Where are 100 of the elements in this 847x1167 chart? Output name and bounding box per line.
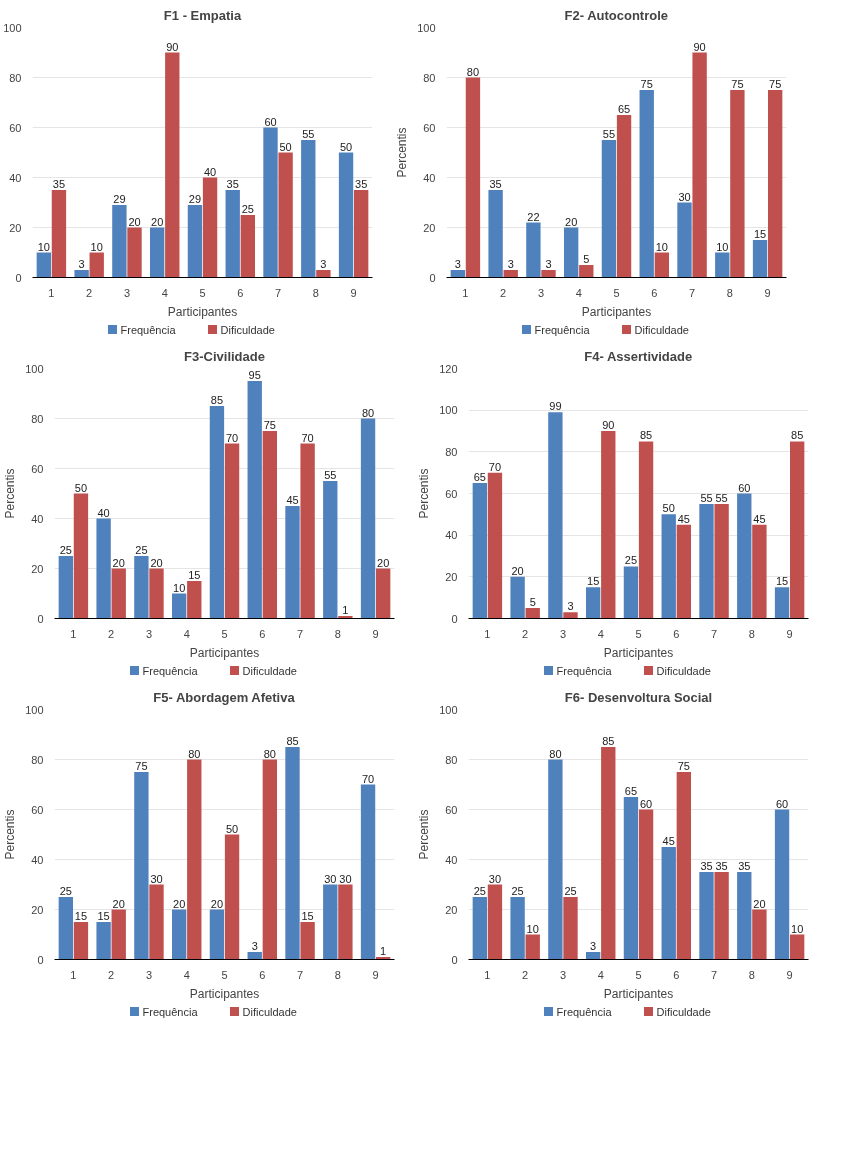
data-label: 75 [769,78,782,90]
bar [510,576,525,619]
data-label: 50 [339,140,353,153]
bar [487,884,503,960]
data-label: 55 [302,128,315,140]
data-label: 29 [113,193,126,205]
data-label: 50 [279,140,292,153]
bar [510,897,525,960]
y-tick-label: 20 [445,570,458,583]
data-label: 90 [166,40,179,53]
x-tick-label: 7 [711,627,718,640]
data-label: 10 [90,240,103,253]
bar [112,205,127,278]
data-label: 45 [753,512,766,525]
y-tick-label: 60 [423,121,436,134]
chart-title: F3-Civilidade [184,348,265,364]
bar [661,514,676,619]
legend-label: Frequência [556,664,613,677]
y-tick-label: 0 [429,271,436,284]
x-tick-label: 2 [108,627,115,640]
data-label: 15 [188,569,201,581]
bar [149,568,164,619]
data-label: 40 [97,506,110,519]
x-tick-label: 5 [221,627,228,640]
data-label: 20 [151,215,164,228]
data-label: 20 [150,556,163,569]
data-label: 75 [135,760,148,772]
x-tick-label: 6 [673,968,680,981]
data-label: 45 [677,512,690,525]
y-tick-label: 20 [423,221,436,234]
y-tick-label: 20 [31,903,44,916]
data-label: 15 [74,910,88,922]
data-label: 35 [700,860,713,872]
bar [187,205,203,278]
data-label: 3 [590,940,597,952]
data-label: 25 [564,885,577,897]
x-axis-title: Participantes [603,986,674,1001]
data-label: 75 [677,760,690,772]
data-label: 20 [753,897,766,910]
data-label: 10 [791,922,804,935]
x-tick-label: 8 [334,627,341,640]
bar [585,952,601,960]
bar [526,222,541,278]
bar [209,909,225,960]
x-tick-label: 7 [689,286,696,299]
data-label: 29 [188,193,202,205]
bar [676,524,692,619]
data-label: 20 [173,897,186,910]
bar [316,270,331,278]
bar [111,909,126,960]
bar [323,481,338,619]
y-tick-label: 40 [423,171,436,184]
data-label: 95 [248,369,261,381]
data-label: 45 [662,835,675,847]
data-label: 20 [128,215,141,228]
data-label: 3 [507,258,514,270]
y-axis-title: Percentis [395,127,410,178]
data-label: 85 [602,735,615,747]
bar [487,472,503,619]
data-label: 70 [301,431,314,444]
data-label: 25 [511,885,524,897]
x-tick-label: 9 [786,627,793,640]
chart-title: F6- Desenvoltura Social [564,689,713,705]
data-label: 10 [655,240,668,253]
data-label: 35 [52,178,66,190]
data-label: 20 [112,556,125,569]
data-label: 3 [454,258,461,270]
x-tick-label: 8 [748,627,755,640]
bar [639,90,654,278]
data-label: 20 [565,215,578,228]
x-tick-label: 1 [484,968,491,981]
bar [360,784,376,960]
data-label: 15 [587,575,600,588]
data-label: 3 [251,940,258,952]
x-tick-label: 3 [559,627,567,640]
bar [601,747,616,960]
data-label: 60 [738,481,751,494]
bar [767,90,783,278]
bar [699,872,714,960]
data-label: 5 [583,253,590,265]
bar [134,556,149,619]
data-label: 70 [361,772,375,785]
x-tick-label: 2 [500,286,507,299]
data-label: 45 [286,494,299,506]
x-tick-label: 3 [123,286,131,299]
bar [465,77,481,278]
data-label: 35 [489,178,502,190]
x-tick-label: 1 [484,627,491,640]
data-label: 35 [715,860,728,872]
bar [240,215,256,278]
legend-label: Frequência [120,323,177,336]
data-label: 35 [226,178,239,190]
data-label: 25 [241,203,254,215]
bar [89,252,104,278]
y-axis-title: Percentis [3,468,18,519]
x-tick-label: 1 [70,968,77,981]
y-tick-label: 80 [31,412,44,425]
y-tick-label: 80 [31,753,44,766]
data-label: 30 [678,190,691,203]
bar [450,270,466,278]
